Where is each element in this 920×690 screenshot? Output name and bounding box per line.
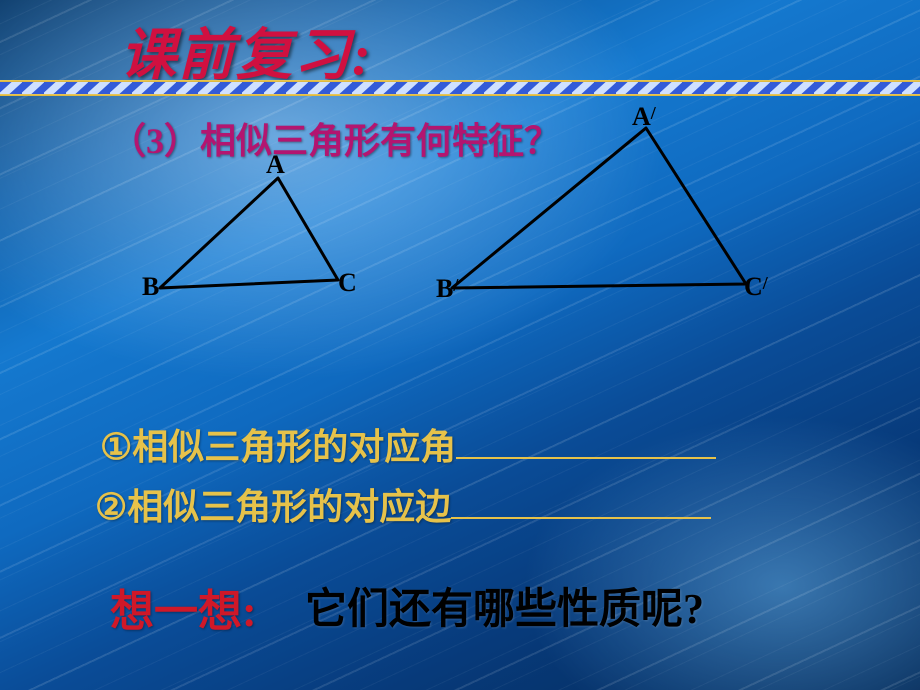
label-C-prime: C/ <box>744 272 768 302</box>
bullet-2: ② <box>95 486 127 528</box>
label-A: A <box>266 150 285 180</box>
statement-2-text: 相似三角形的对应边 <box>127 487 451 527</box>
rope-divider <box>0 78 920 98</box>
label-A-prime: A/ <box>632 102 656 132</box>
bullet-1: ① <box>100 426 132 468</box>
think-question: 它们还有哪些性质呢? <box>305 575 704 636</box>
think-label: 想一想: <box>110 575 257 639</box>
blank-1 <box>456 427 716 459</box>
label-B: B <box>142 272 159 302</box>
statement-1-text: 相似三角形的对应角 <box>132 427 456 467</box>
label-C: C <box>338 268 357 298</box>
blank-2 <box>451 487 711 519</box>
statement-2: ②相似三角形的对应边 <box>95 478 711 530</box>
statement-1: ①相似三角形的对应角 <box>100 418 716 470</box>
question-3: （3）相似三角形有何特征？ <box>110 112 560 164</box>
label-B-prime: B/ <box>436 274 458 304</box>
